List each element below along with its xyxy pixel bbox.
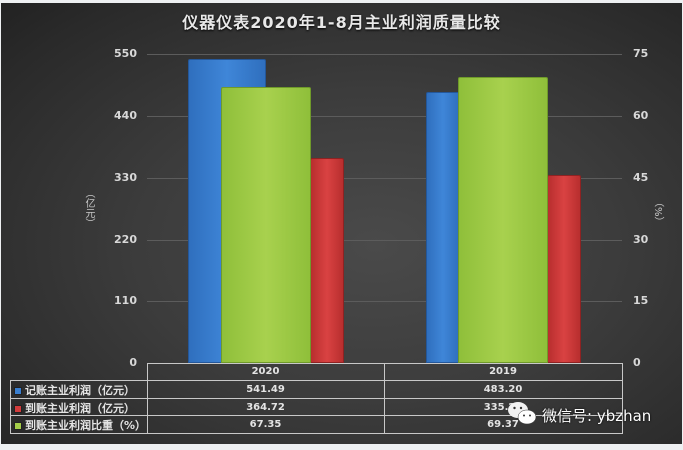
legend-label-text: 到账主业利润（亿元） [25, 402, 135, 415]
table-cell: 69.37 [487, 419, 519, 430]
bar-2020-received-profit[interactable] [310, 158, 344, 363]
y2-tick: 15 [633, 294, 649, 307]
legend-received-profit: 到账主业利润（亿元） [14, 400, 135, 416]
table-border [147, 363, 148, 434]
table-cell: 483.20 [483, 384, 523, 395]
y-axis-label: （亿元） [83, 188, 94, 228]
table-border [10, 380, 622, 381]
gridline-110 [147, 301, 622, 302]
wechat-icon [506, 400, 538, 430]
table-header-2019: 2019 [489, 366, 517, 377]
y2-tick: 30 [633, 233, 649, 246]
table-border [10, 380, 11, 434]
gridline-220 [147, 240, 622, 241]
table-border [384, 363, 385, 434]
legend-label-text: 记账主业利润（亿元） [25, 384, 135, 397]
y-tick: 0 [129, 356, 137, 369]
legend-swatch-green [14, 422, 22, 430]
gridline-550 [147, 54, 622, 55]
y-tick: 440 [114, 109, 137, 122]
table-border [10, 415, 622, 416]
watermark-text: 微信号: ybzhan [542, 406, 652, 425]
bar-2019-received-profit[interactable] [547, 175, 581, 363]
gridline-440 [147, 116, 622, 117]
chart-title: 仪器仪表2020年1-8月主业利润质量比较 [182, 13, 501, 32]
table-header-2020: 2020 [251, 366, 280, 377]
y2-tick: 60 [633, 109, 649, 122]
bar-2019-received-ratio[interactable] [458, 77, 548, 363]
table-border [10, 433, 622, 434]
gridline-330 [147, 178, 622, 179]
y-tick: 110 [114, 294, 137, 307]
y-tick: 330 [114, 171, 137, 184]
y2-tick: 45 [633, 171, 649, 184]
table-cell: 364.72 [246, 402, 285, 413]
table-cell: 335.22 [483, 402, 523, 413]
watermark: 微信号: ybzhan [506, 400, 651, 430]
bar-2019-booked-profit[interactable] [426, 92, 460, 363]
table-cell: 541.49 [246, 384, 285, 395]
y-tick: 550 [114, 47, 137, 60]
table-border [10, 398, 622, 399]
legend-booked-profit: 记账主业利润（亿元） [14, 382, 135, 398]
y2-tick: 75 [633, 47, 649, 60]
legend-label-text: 到账主业利润比重（%） [25, 419, 147, 432]
table-border [622, 363, 623, 434]
y2-tick: 0 [633, 356, 641, 369]
table-cell: 67.35 [249, 419, 282, 430]
legend-received-ratio: 到账主业利润比重（%） [14, 417, 146, 433]
bar-2020-received-ratio[interactable] [221, 87, 311, 363]
legend-swatch-red [14, 405, 22, 413]
y2-axis-label: （%） [652, 197, 663, 227]
y-tick: 220 [114, 233, 137, 246]
legend-swatch-blue [14, 387, 22, 395]
